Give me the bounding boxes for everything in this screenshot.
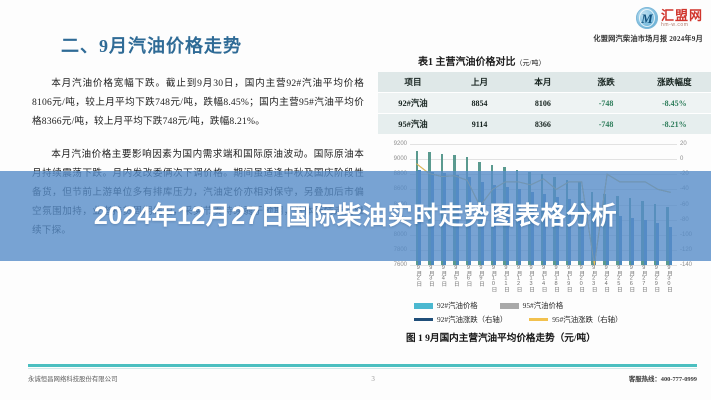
globe-icon: M [635, 7, 658, 29]
legend-item-92-price: 92#汽油价格 [414, 300, 478, 311]
table-caption-text: 表1 主营汽油价格对比 [418, 57, 516, 68]
chart-ytick-left: 9000 [393, 156, 407, 163]
chart-xtick-label: 9月5日 [452, 265, 459, 287]
chart-gridline [410, 265, 677, 266]
chart-xtick-label: 9月9日 [477, 265, 484, 287]
table-row: 95#汽油 9114 8366 -748 -8.21% [378, 113, 711, 134]
chart-xtick-label: 9月23日 [590, 265, 597, 292]
cell-this-month: 8106 [511, 92, 575, 114]
chart-legend: 92#汽油价格 95#汽油价格 92#汽油涨跌（右轴） 95#汽油涨跌（右轴） [378, 300, 711, 328]
chart-xtick-label: 9月30日 [665, 265, 672, 292]
footer-page-number: 3 [371, 374, 375, 383]
chart-xtick-label: 9月10日 [490, 265, 497, 292]
chart-xtick-label: 9月29日 [653, 265, 660, 292]
chart-xtick-label: 9月25日 [615, 265, 622, 292]
chart-xtick-label: 9月3日 [427, 265, 434, 287]
col-change: 涨跌 [574, 72, 638, 93]
col-last-month: 上月 [447, 72, 512, 93]
legend-row-bars: 92#汽油价格 95#汽油价格 [378, 300, 711, 311]
cell-change: -748 [574, 92, 638, 114]
paragraph-one: 本月汽油价格宽幅下跌。截止到9月30日，国内主营92#汽油平均价格8106元/吨… [32, 78, 364, 127]
col-item: 项目 [378, 72, 448, 93]
legend-item-95-change: 95#汽油涨跌（右轴） [529, 314, 622, 325]
chart-ytick-left: 7600 [393, 262, 407, 268]
cell-last-month: 9114 [447, 113, 512, 134]
chart-xaxis-labels: 9月2日 9月3日 9月4日 9月5日 9月6日 9月9日 9月10日 9月11日 9月12日 9… [410, 265, 677, 295]
chart-xtick-label: 9月12日 [515, 265, 522, 292]
chart-xtick-label: 9月11日 [502, 265, 509, 292]
logo-name: 汇盟网 [660, 7, 703, 23]
chart-xtick-label: 9月18日 [553, 265, 560, 292]
chart-xtick-label: 9月2日 [415, 265, 422, 287]
chart-ytick-right: 20 [680, 141, 687, 147]
footer-hotline: 客服热线：400-777-0999 [628, 376, 697, 383]
col-this-month: 本月 [511, 72, 575, 93]
table-caption-unit: （元/吨） [515, 59, 546, 67]
overlay-title-text: 2024年12月27日国际柴油实时走势图表格分析 [93, 201, 618, 230]
chart-ytick-left: 9200 [393, 141, 407, 147]
cell-last-month: 8854 [447, 92, 512, 114]
legend-item-95-price: 95#汽油价格 [499, 300, 564, 311]
footer-company: 永诚恒昌网络科技股份有限公司 [28, 376, 118, 383]
logo-url: hm-w.com [660, 21, 689, 28]
logo-mark: M [641, 10, 653, 26]
legend-label: 92#汽油价格 [437, 301, 478, 310]
chart-xtick-label: 9月14日 [540, 265, 547, 292]
legend-swatch-line [414, 318, 433, 321]
legend-label: 95#汽油价格 [522, 301, 564, 310]
cell-change-pct: -8.45% [637, 92, 711, 114]
chart-xtick-label: 9月26日 [628, 265, 635, 292]
price-comparison-table: 项目 上月 本月 涨跌 涨跌幅度 92#汽油 8854 8106 -748 -8… [378, 72, 711, 134]
chart-xtick-label: 9月24日 [603, 265, 610, 292]
cell-change: -748 [574, 113, 638, 134]
legend-swatch-bar [414, 302, 433, 309]
chart-xtick-label: 9月27日 [640, 265, 647, 292]
footer-divider [28, 364, 697, 367]
col-change-pct: 涨跌幅度 [637, 72, 711, 93]
table-header-row: 项目 上月 本月 涨跌 涨跌幅度 [378, 72, 711, 93]
page-footer: 永诚恒昌网络科技股份有限公司 3 客服热线：400-777-0999 [28, 374, 697, 384]
brand-logo: M 汇盟网 hm-w.com [635, 7, 703, 29]
cell-item: 92#汽油 [378, 92, 448, 114]
figure-caption: 图 1 9月国内主营汽油平均价格走势（元/吨） [406, 333, 596, 344]
legend-row-lines: 92#汽油涨跌（右轴） 95#汽油涨跌（右轴） [378, 314, 711, 325]
chart-xtick-label: 9月13日 [528, 265, 535, 292]
cell-item: 95#汽油 [378, 113, 448, 134]
section-heading: 二、9月汽油价格走势 [61, 36, 242, 56]
report-subtitle: 化盟网汽柴油市场月报 2024年9月 [593, 35, 703, 43]
chart-xtick-label: 9月20日 [578, 265, 585, 292]
table-caption: 表1 主营汽油价格对比（元/吨） [418, 53, 545, 68]
chart-ytick-right: 0 [680, 156, 684, 163]
overlay-title-banner: 2024年12月27日国际柴油实时走势图表格分析 [0, 171, 711, 261]
cell-change-pct: -8.21% [637, 113, 711, 134]
table-row: 92#汽油 8854 8106 -748 -8.45% [378, 92, 711, 114]
chart-xtick-label: 9月6日 [465, 265, 472, 287]
legend-swatch-bar [499, 302, 519, 309]
chart-ytick-right: -140 [680, 262, 693, 268]
footer-divider-thin [28, 368, 697, 369]
chart-xtick-label: 9月19日 [565, 265, 572, 292]
cell-this-month: 8366 [511, 113, 575, 134]
legend-item-92-change: 92#汽油涨跌（右轴） [414, 314, 507, 325]
chart-gridline [410, 144, 677, 145]
chart-gridline [410, 159, 677, 161]
chart-xtick-label: 9月4日 [440, 265, 447, 287]
legend-swatch-line [529, 318, 549, 321]
legend-label: 95#汽油涨跌（右轴） [552, 315, 623, 324]
logo-text-block: 汇盟网 hm-w.com [661, 9, 703, 28]
legend-label: 92#汽油涨跌（右轴） [437, 315, 508, 324]
